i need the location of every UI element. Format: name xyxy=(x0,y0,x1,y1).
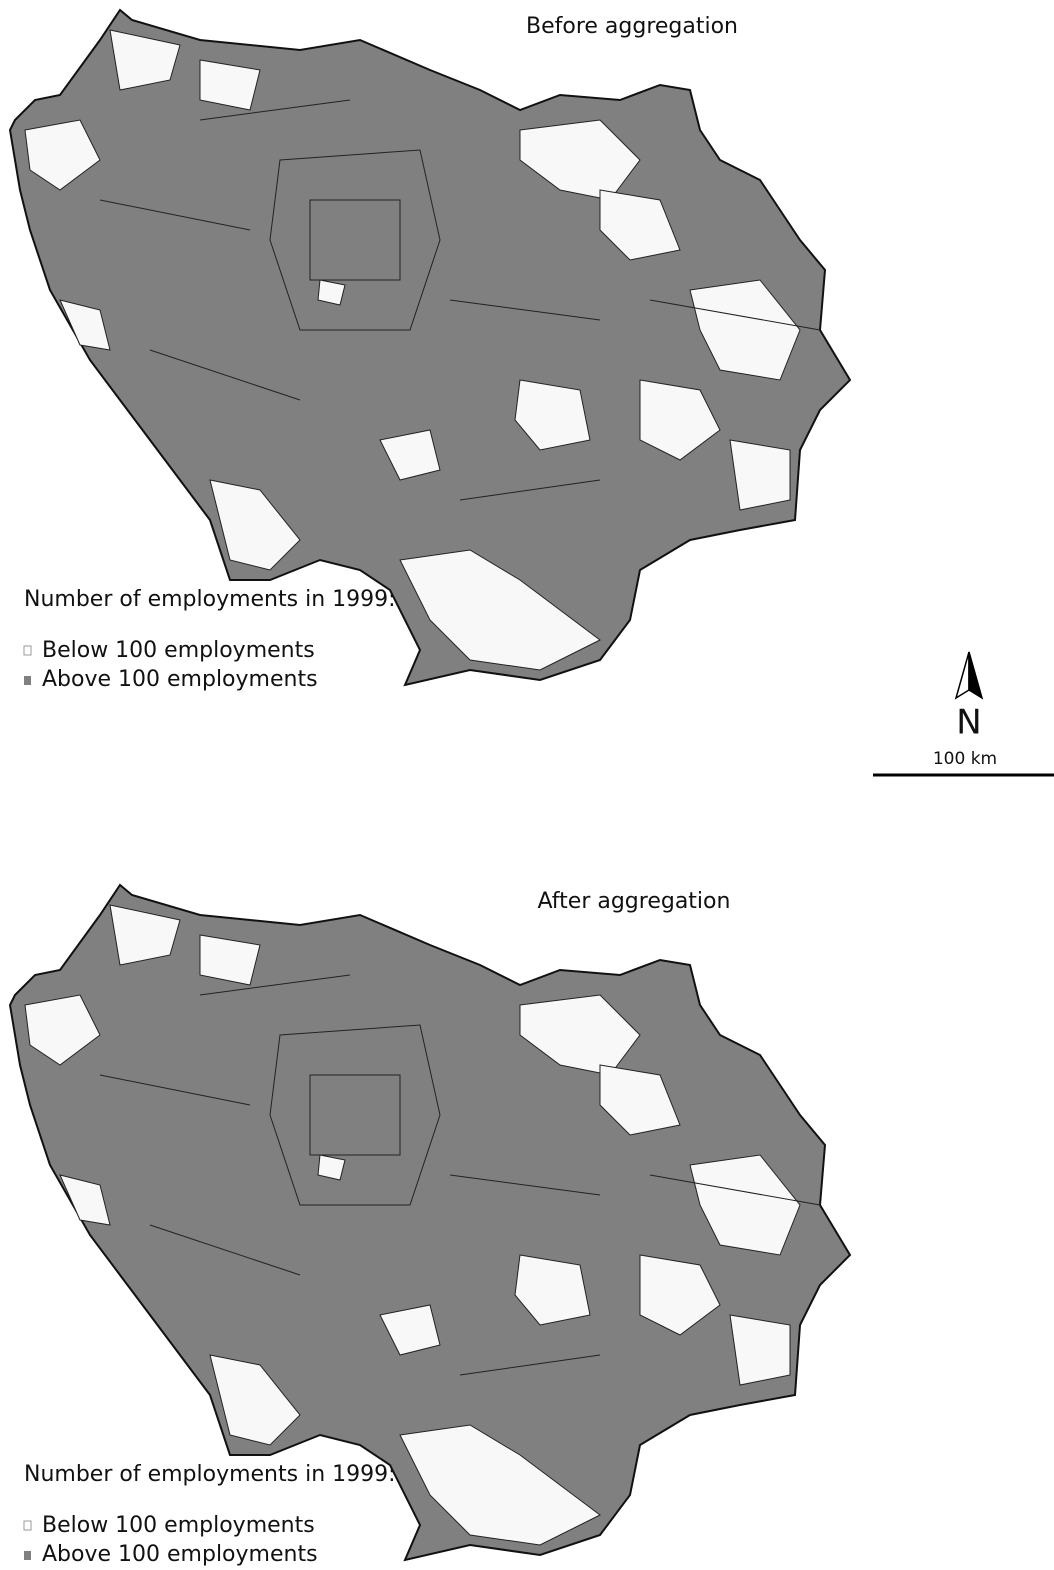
legend-label: Below 100 employments xyxy=(42,638,315,663)
map-title: Before aggregation xyxy=(526,14,738,39)
figure: Before aggregation Number of employments… xyxy=(0,0,1054,1570)
legend-label: Above 100 employments xyxy=(42,667,318,692)
legend-label: Above 100 employments xyxy=(42,1542,318,1567)
north-arrow: N xyxy=(956,652,982,743)
north-label: N xyxy=(956,703,981,743)
map-title: After aggregation xyxy=(538,889,731,914)
legend-swatch xyxy=(24,676,31,685)
legend-swatch xyxy=(24,1521,31,1530)
scale-label: 100 km xyxy=(933,749,997,769)
legend-title: Number of employments in 1999: xyxy=(24,587,396,612)
scale-bar: 100 km xyxy=(873,749,1054,775)
legend-label: Below 100 employments xyxy=(42,1513,315,1538)
map-after: After aggregation Number of employments … xyxy=(10,885,850,1567)
legend-swatch xyxy=(24,646,31,655)
legend-swatch xyxy=(24,1551,31,1560)
map-before: Before aggregation Number of employments… xyxy=(10,10,850,692)
legend-title: Number of employments in 1999: xyxy=(24,1462,396,1487)
